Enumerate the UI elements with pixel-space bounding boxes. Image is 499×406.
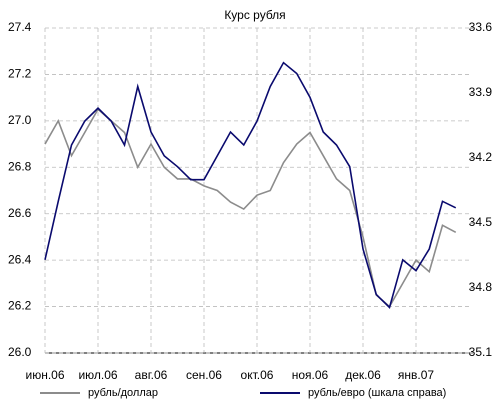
x-tick-label: авг.06 xyxy=(135,368,168,382)
x-tick-label: янв.07 xyxy=(398,368,435,382)
y-tick-label: 26.0 xyxy=(8,345,32,359)
y2-tick-label: 34.8 xyxy=(469,280,493,294)
y2-tick-label: 35.1 xyxy=(469,345,493,359)
y2-tick-label: 34.5 xyxy=(469,215,493,229)
y-tick-label: 26.4 xyxy=(8,252,32,266)
legend-label: рубль/евро (шкала справа) xyxy=(308,387,446,399)
legend-label: рубль/доллар xyxy=(88,387,158,399)
y-tick-label: 26.8 xyxy=(8,159,32,173)
chart-title: Курс рубля xyxy=(224,8,285,22)
x-tick-label: сен.06 xyxy=(186,368,222,382)
y2-tick-label: 33.6 xyxy=(469,20,493,34)
x-tick-label: ноя.06 xyxy=(292,368,329,382)
y-tick-label: 27.4 xyxy=(8,20,32,34)
y-tick-label: 26.2 xyxy=(8,299,32,313)
y-tick-label: 27.0 xyxy=(8,113,32,127)
y-tick-label: 26.6 xyxy=(8,206,32,220)
x-tick-label: дек.06 xyxy=(345,368,381,382)
x-tick-label: июн.06 xyxy=(25,368,64,382)
series-line xyxy=(44,61,457,310)
y2-tick-label: 33.9 xyxy=(469,85,493,99)
x-tick-label: июл.06 xyxy=(78,368,117,382)
y-tick-label: 27.2 xyxy=(8,67,32,81)
series-line xyxy=(44,108,457,308)
x-tick-label: окт.06 xyxy=(241,368,274,382)
y2-tick-label: 34.2 xyxy=(469,150,493,164)
